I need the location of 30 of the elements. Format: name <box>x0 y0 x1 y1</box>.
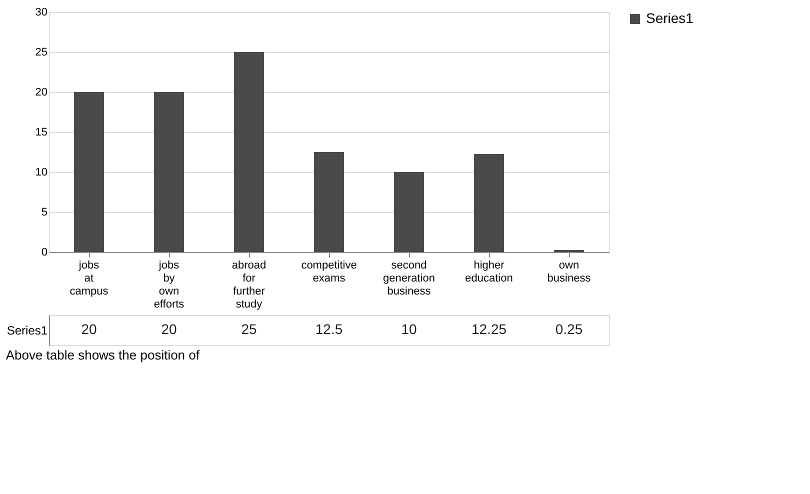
bar <box>314 152 344 252</box>
y-tick-label: 25 <box>35 46 48 58</box>
data-label: 0.25 <box>555 321 583 337</box>
y-tick-label: 5 <box>41 206 48 218</box>
text: Above table shows the position of <box>6 348 200 362</box>
bar <box>394 172 424 252</box>
bar <box>74 92 104 252</box>
y-tick-label: 15 <box>35 126 48 138</box>
x-tick-label: higher education <box>465 260 513 284</box>
x-tick-label: own business <box>547 260 592 284</box>
data-label: 20 <box>161 321 177 337</box>
data-label: 25 <box>241 321 257 337</box>
y-tick-label: 0 <box>41 246 48 258</box>
x-tick-label: abroad for further study <box>232 260 266 310</box>
y-tick-label: 30 <box>35 6 48 18</box>
legend-label: Series1 <box>646 10 694 26</box>
x-tick-label: jobs by own efforts <box>154 260 185 310</box>
y-tick-label: 20 <box>35 86 48 98</box>
text: Series1 <box>6 324 48 338</box>
bar <box>234 52 264 252</box>
data-label: 10 <box>401 321 417 337</box>
y-tick-label: 10 <box>35 166 48 178</box>
data-label: 12.5 <box>315 321 343 337</box>
bar <box>474 154 504 252</box>
bar <box>154 92 184 252</box>
x-tick-label: second generation business <box>383 260 435 298</box>
data-label: 12.25 <box>471 321 507 337</box>
x-tick-label: competitive exams <box>301 260 357 284</box>
data-label: 20 <box>81 321 97 337</box>
x-tick-label: jobs at campus <box>70 260 109 298</box>
